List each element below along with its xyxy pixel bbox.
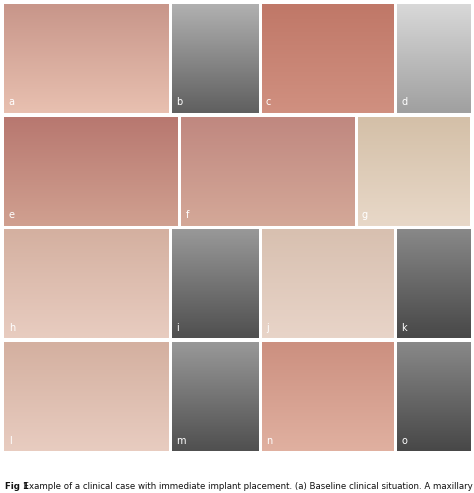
Text: m: m: [176, 436, 186, 446]
Text: i: i: [176, 323, 179, 333]
Text: Example of a clinical case with immediate implant placement. (a) Baseline clinic: Example of a clinical case with immediat…: [18, 482, 474, 491]
Text: Fig 1: Fig 1: [5, 482, 28, 491]
Text: k: k: [401, 323, 407, 333]
Text: g: g: [362, 210, 368, 220]
Text: j: j: [266, 323, 268, 333]
Text: b: b: [176, 97, 182, 107]
Text: o: o: [401, 436, 407, 446]
Text: c: c: [266, 97, 271, 107]
Text: f: f: [186, 210, 190, 220]
Text: l: l: [9, 436, 11, 446]
Text: e: e: [9, 210, 15, 220]
Text: d: d: [401, 97, 407, 107]
Text: h: h: [9, 323, 15, 333]
Text: a: a: [9, 97, 15, 107]
Text: n: n: [266, 436, 272, 446]
